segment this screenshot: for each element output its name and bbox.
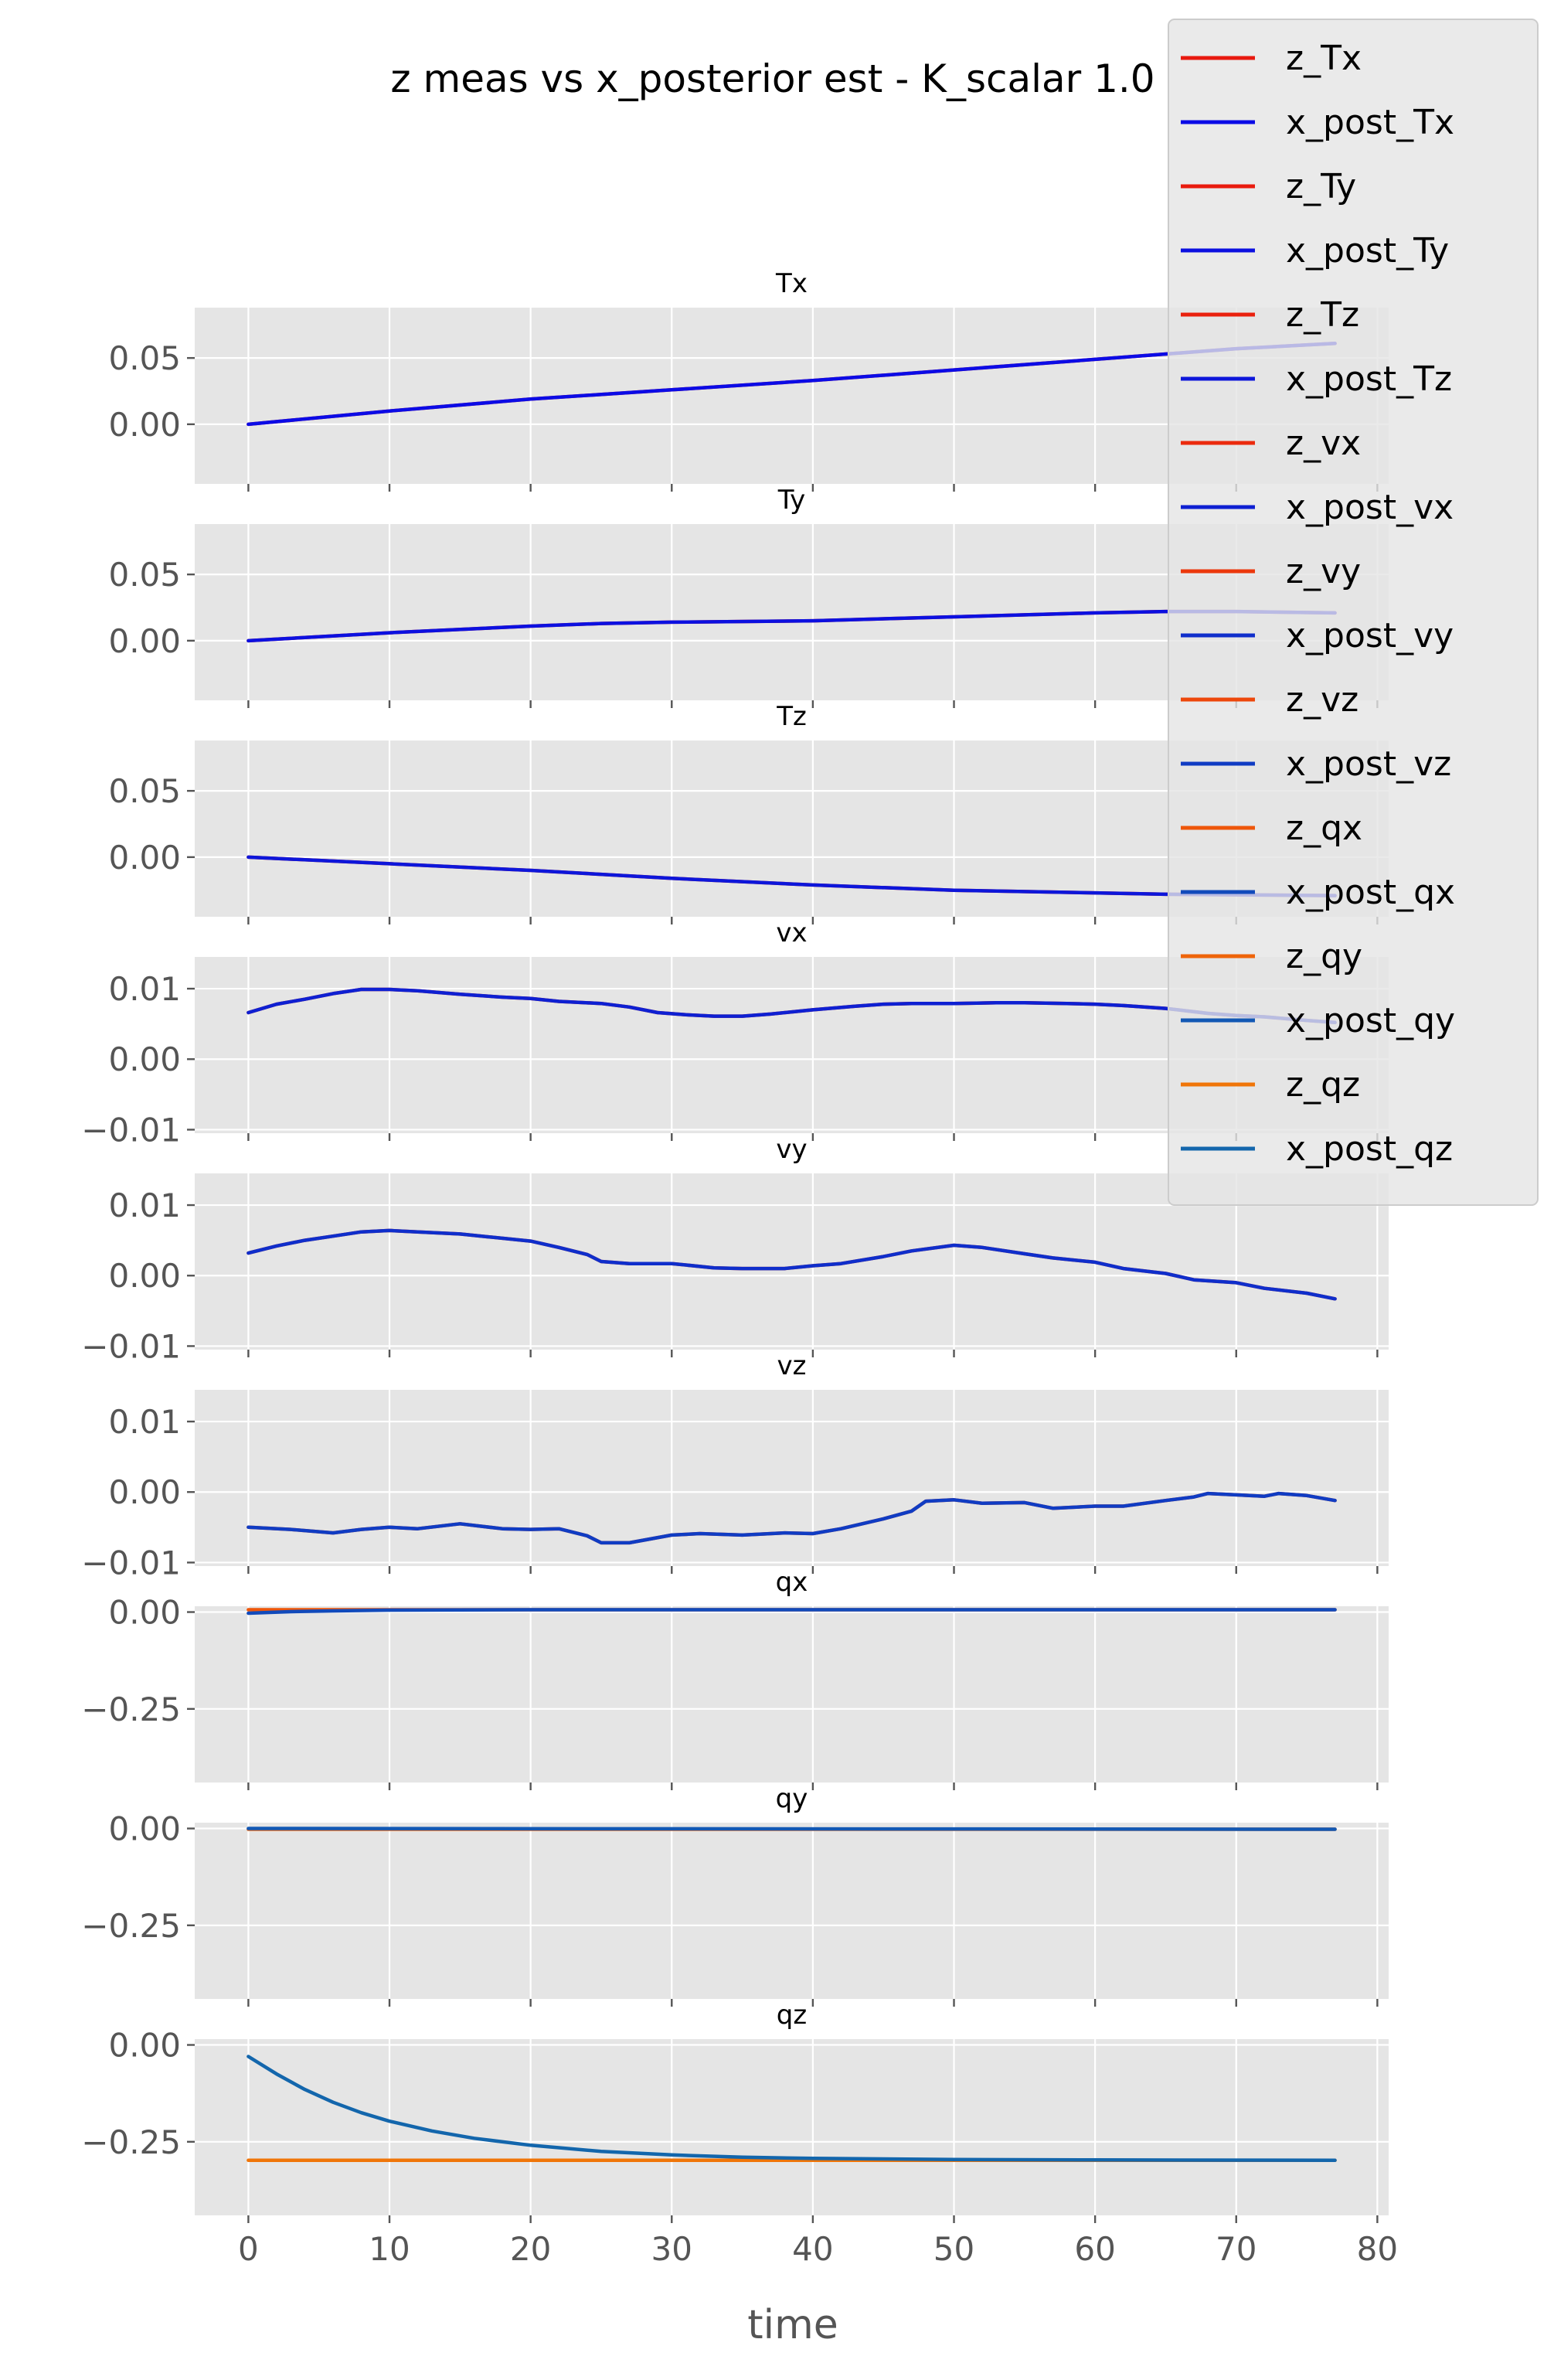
legend-label-x_post_qx: x_post_qx — [1286, 873, 1455, 912]
legend-label-z_vy: z_vy — [1286, 552, 1361, 591]
y-tick-label: 0.00 — [108, 2027, 181, 2065]
panel-title-qx: qx — [776, 1567, 808, 1598]
panel-title-qy: qy — [776, 1783, 808, 1814]
y-tick-label: −0.25 — [81, 1907, 181, 1945]
legend-label-z_Tz: z_Tz — [1286, 295, 1359, 335]
y-tick-label: 0.05 — [108, 556, 181, 594]
plot-area-qy — [195, 1823, 1389, 1999]
y-tick-label: −0.25 — [81, 1691, 181, 1728]
series-line-x_post_qy — [248, 1829, 1335, 1830]
y-tick-label: 0.00 — [108, 406, 181, 444]
panel-title-Tz: Tz — [776, 701, 807, 732]
y-tick-label: −0.01 — [81, 1327, 181, 1365]
y-tick-label: 0.00 — [108, 1257, 181, 1295]
legend-label-z_qy: z_qy — [1286, 937, 1362, 976]
legend-label-z_Ty: z_Ty — [1286, 167, 1356, 206]
x-tick-label: 50 — [933, 2230, 974, 2268]
y-tick-label: −0.25 — [81, 2123, 181, 2161]
x-axis-label: time — [747, 2302, 838, 2348]
panel-title-Tx: Tx — [775, 268, 808, 299]
y-tick-label: −0.01 — [81, 1111, 181, 1149]
y-tick-label: 0.01 — [108, 1403, 181, 1441]
y-tick-label: 0.01 — [108, 970, 181, 1008]
legend-label-x_post_Tz: x_post_Tz — [1286, 359, 1452, 399]
x-tick-label: 70 — [1216, 2230, 1256, 2268]
legend-label-x_post_vx: x_post_vx — [1286, 488, 1454, 527]
y-tick-label: −0.01 — [81, 1544, 181, 1582]
y-tick-label: 0.00 — [108, 1810, 181, 1848]
panel-title-qz: qz — [777, 2000, 807, 2031]
legend-label-z_vz: z_vz — [1286, 680, 1358, 720]
plot-area-qz — [195, 2039, 1389, 2215]
subplot-qx: −0.25 0.00 qx — [81, 1567, 1389, 1790]
y-tick-label: 0.00 — [108, 1594, 181, 1632]
x-tick-label: 10 — [369, 2230, 410, 2268]
subplot-qz: −0.25 0.00 0 10 20 30 40 50 60 70 80 qz — [81, 2000, 1398, 2268]
legend-label-x_post_vz: x_post_vz — [1286, 744, 1451, 784]
y-tick-label: 0.01 — [108, 1187, 181, 1224]
legend-label-z_qz: z_qz — [1286, 1065, 1360, 1105]
y-tick-label: 0.05 — [108, 772, 181, 810]
legend-label-x_post_qy: x_post_qy — [1286, 1001, 1455, 1040]
panel-title-vy: vy — [776, 1134, 807, 1165]
panel-title-Ty: Ty — [777, 485, 806, 516]
y-tick-label: 0.05 — [108, 339, 181, 377]
legend: z_Tx x_post_Tx z_Ty x_post_Ty z_Tz x_post_Tzz… — [1168, 19, 1538, 1205]
x-tick-label: 60 — [1074, 2230, 1115, 2268]
legend-label-x_post_Tx: x_post_Tx — [1286, 103, 1454, 142]
subplot-vz: −0.01 0.00 0.01 vz — [81, 1350, 1389, 1582]
x-tick-label: 40 — [792, 2230, 833, 2268]
panel-title-vx: vx — [776, 918, 807, 948]
legend-label-z_vx: z_vx — [1286, 424, 1361, 463]
x-tick-label: 30 — [651, 2230, 692, 2268]
legend-label-z_qx: z_qx — [1286, 809, 1362, 848]
y-tick-label: 0.00 — [108, 1040, 181, 1078]
y-tick-label: 0.00 — [108, 839, 181, 877]
subplot-qy: −0.25 0.00 qy — [81, 1783, 1389, 2007]
legend-label-x_post_qz: x_post_qz — [1286, 1129, 1453, 1169]
y-tick-label: 0.00 — [108, 622, 181, 660]
plot-area-vz — [195, 1390, 1389, 1566]
legend-label-z_Tx: z_Tx — [1286, 39, 1362, 78]
x-tick-label: 0 — [238, 2230, 259, 2268]
x-tick-label: 80 — [1357, 2230, 1398, 2268]
x-tick-label: 20 — [510, 2230, 551, 2268]
plot-area-qx — [195, 1606, 1389, 1782]
legend-label-x_post_vy: x_post_vy — [1286, 616, 1454, 655]
y-tick-label: 0.00 — [108, 1473, 181, 1511]
figure-title: z meas vs x_posterior est - K_scalar 1.0 — [390, 56, 1154, 101]
legend-label-x_post_Ty: x_post_Ty — [1286, 231, 1449, 271]
panel-title-vz: vz — [777, 1350, 807, 1381]
